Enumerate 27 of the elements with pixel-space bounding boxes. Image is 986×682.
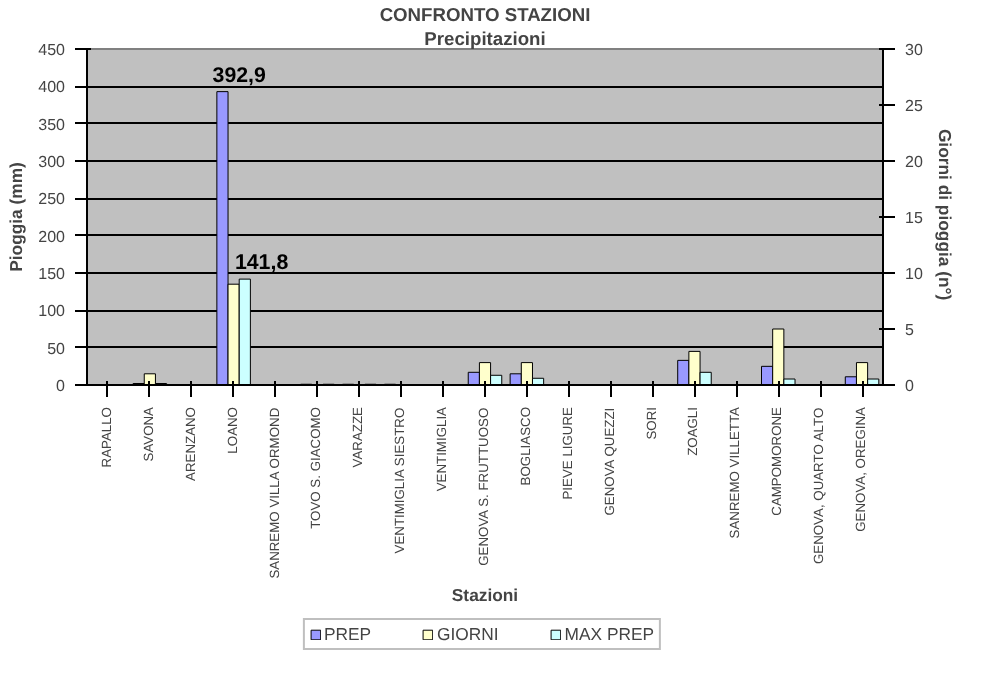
y2-tick-label: 20 (905, 153, 924, 171)
chart-subtitle: Precipitazioni (424, 29, 546, 49)
data-label: 392,9 (212, 63, 267, 88)
y-tick-label: 150 (38, 265, 67, 283)
legend-label: PREP (323, 624, 372, 644)
y-tick-label: 300 (38, 153, 67, 171)
y-tick-label: 350 (38, 115, 67, 134)
y-tick-label: 100 (38, 302, 67, 321)
legend-label: MAX PREP (564, 624, 655, 644)
y2-tick-label: 0 (905, 377, 915, 395)
y2-axis-title: Giorni di pioggia (n°) (934, 128, 955, 301)
data-label: 141,8 (234, 251, 289, 276)
y2-tick-label: 30 (905, 41, 924, 59)
y2-tick-label: 25 (905, 97, 924, 115)
y-tick-label: 50 (47, 339, 67, 358)
chart-title: CONFRONTO STAZIONI (379, 5, 591, 25)
y-tick-label: 400 (38, 78, 67, 97)
y-tick-label: 200 (38, 227, 67, 246)
x-axis-title: Stazioni (451, 584, 519, 605)
y2-tick-label: 15 (905, 209, 924, 227)
y-tick-label: 450 (38, 41, 67, 59)
y-tick-label: 0 (56, 377, 67, 395)
y-tick-label: 250 (38, 190, 67, 209)
y2-tick-label: 5 (905, 321, 915, 339)
legend-label: GIORNI (437, 624, 499, 644)
y-axis-title: Pioggia (mm) (6, 161, 27, 272)
y2-tick-label: 10 (905, 265, 924, 283)
